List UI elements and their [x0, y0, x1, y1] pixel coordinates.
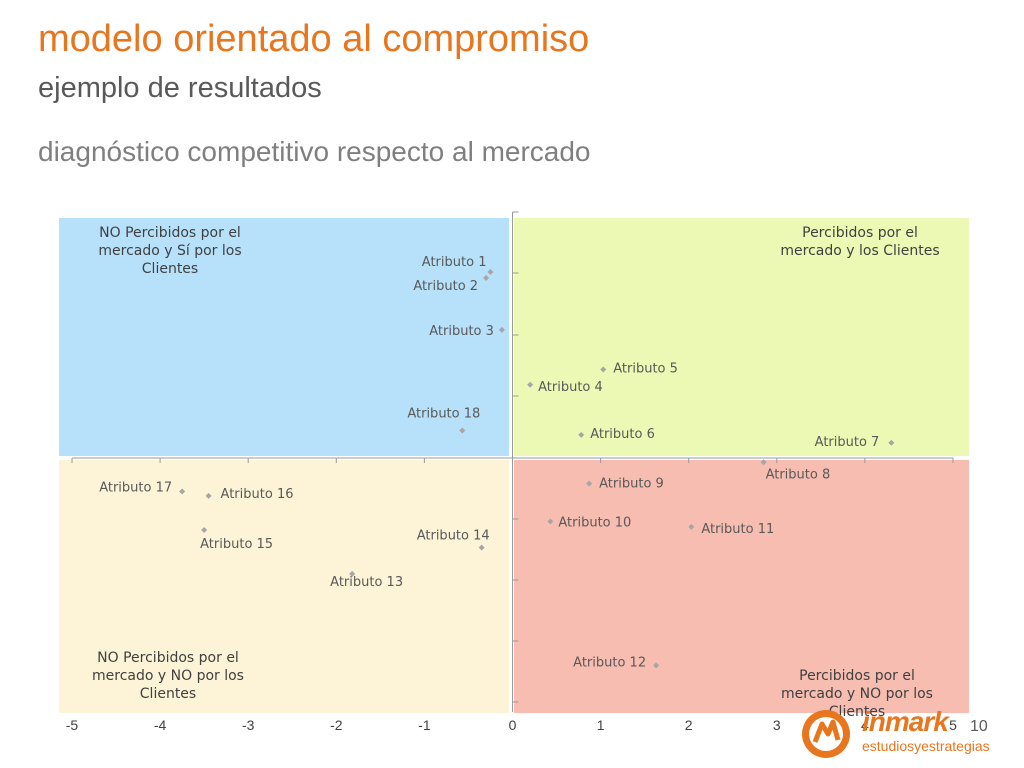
data-point: [349, 570, 356, 577]
x-tick-label: 4: [861, 717, 869, 733]
data-point: [688, 523, 695, 530]
data-point-label: Atributo 15: [200, 537, 273, 552]
data-point: [205, 492, 212, 499]
data-point: [483, 275, 490, 282]
data-point: [760, 459, 767, 466]
page-subtitle: ejemplo de resultados: [38, 72, 322, 104]
quadrant-label-bottom-left: NO Percibidos por el mercado y NO por los…: [92, 650, 244, 702]
data-point-label: Atributo 1: [422, 255, 487, 270]
x-tick-label: 0: [509, 717, 517, 733]
data-point-label: Atributo 5: [613, 362, 678, 377]
data-point-label: Atributo 10: [558, 515, 631, 530]
x-tick-label: 3: [773, 717, 781, 733]
inmark-logo: [802, 710, 850, 758]
data-point-label: Atributo 7: [815, 435, 880, 450]
data-point-label: Atributo 8: [766, 467, 831, 482]
data-point: [653, 662, 660, 669]
quadrant-top-right: [514, 218, 969, 456]
page-title: modelo orientado al compromiso: [38, 18, 590, 60]
data-point-label: Atributo 17: [99, 481, 172, 496]
page-number: 10: [970, 718, 988, 735]
quadrant-label-top-left: NO Percibidos por el mercado y Sí por los…: [98, 225, 241, 277]
data-point-label: Atributo 9: [599, 477, 664, 492]
data-point: [179, 488, 186, 495]
data-point-label: Atributo 14: [417, 529, 490, 544]
quadrant-bottom-left: [59, 460, 509, 713]
data-point-label: Atributo 4: [538, 380, 603, 395]
x-tick-label: -5: [66, 717, 79, 733]
data-point: [459, 427, 466, 434]
data-point-label: Atributo 2: [413, 279, 478, 294]
x-tick-label: -4: [154, 717, 167, 733]
data-point-label: Atributo 6: [590, 427, 655, 442]
data-point: [478, 544, 485, 551]
data-point: [586, 480, 593, 487]
x-tick-label: -3: [242, 717, 255, 733]
logo-tagline: estudiosyestrategias: [862, 738, 990, 754]
x-tick-label: -2: [330, 717, 343, 733]
data-point-label: Atributo 18: [407, 407, 480, 422]
data-point: [498, 326, 505, 333]
data-point: [487, 268, 494, 275]
data-point-label: Atributo 13: [330, 575, 403, 590]
x-tick-label: -1: [418, 717, 431, 733]
data-point: [578, 431, 585, 438]
data-point-label: Atributo 3: [429, 324, 494, 339]
quadrant-bottom-right: [514, 460, 969, 713]
quadrant-label-top-right: Percibidos por el mercado y los Clientes: [780, 225, 939, 259]
logo-wordmark: inmark: [862, 706, 949, 737]
quadrant-top-left: [59, 218, 509, 456]
x-tick-label: 2: [685, 717, 693, 733]
x-tick-label: 5: [949, 717, 957, 733]
quadrant-label-bottom-right: Percibidos por el mercado y NO por los Cli…: [781, 668, 933, 720]
data-point: [888, 439, 895, 446]
data-point: [547, 518, 554, 525]
x-tick-label: 1: [597, 717, 605, 733]
data-point: [600, 366, 607, 373]
data-point-label: Atributo 16: [221, 487, 294, 502]
section-title: diagnóstico competitivo respecto al merc…: [38, 136, 591, 167]
data-point-label: Atributo 12: [573, 655, 646, 670]
data-point-label: Atributo 11: [701, 522, 774, 537]
data-point: [527, 381, 534, 388]
data-point: [201, 526, 208, 533]
